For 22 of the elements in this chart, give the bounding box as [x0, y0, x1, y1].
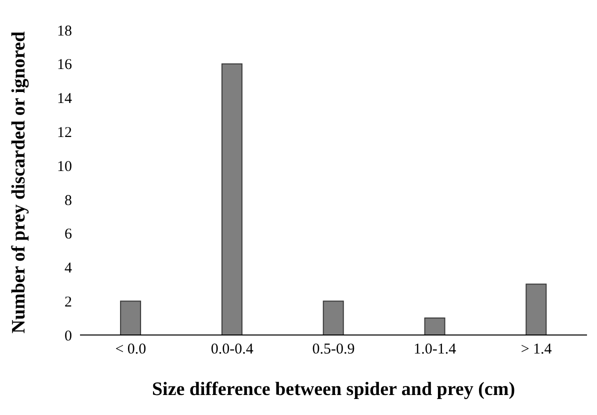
bar — [526, 284, 547, 335]
bar — [424, 318, 446, 335]
x-tick-label: 0.0-0.4 — [210, 342, 254, 358]
y-tick-label: 6 — [64, 226, 72, 243]
y-tick-label: 10 — [57, 158, 72, 175]
y-tick-label: 2 — [64, 294, 72, 310]
y-tick-label: 14 — [57, 91, 72, 108]
bar — [221, 63, 242, 335]
y-tick-label: 18 — [57, 23, 72, 40]
x-tick-label: > 1.4 — [520, 342, 552, 358]
y-tick-label: 16 — [57, 57, 72, 74]
bar — [322, 300, 344, 335]
bar — [120, 300, 142, 335]
y-tick-label: 4 — [64, 260, 72, 277]
y-axis-title: Number of prey discarded or ignored — [8, 31, 30, 334]
y-tick-label: 8 — [64, 192, 72, 209]
x-tick-label: 0.5-0.9 — [312, 342, 355, 358]
x-tick-label: < 0.0 — [115, 342, 146, 358]
y-tick-label: 0 — [64, 328, 72, 344]
y-tick-label: 12 — [57, 124, 72, 141]
x-axis-title: Size difference between spider and prey (cm) — [152, 379, 516, 400]
x-tick-label: 1.0-1.4 — [414, 342, 457, 358]
